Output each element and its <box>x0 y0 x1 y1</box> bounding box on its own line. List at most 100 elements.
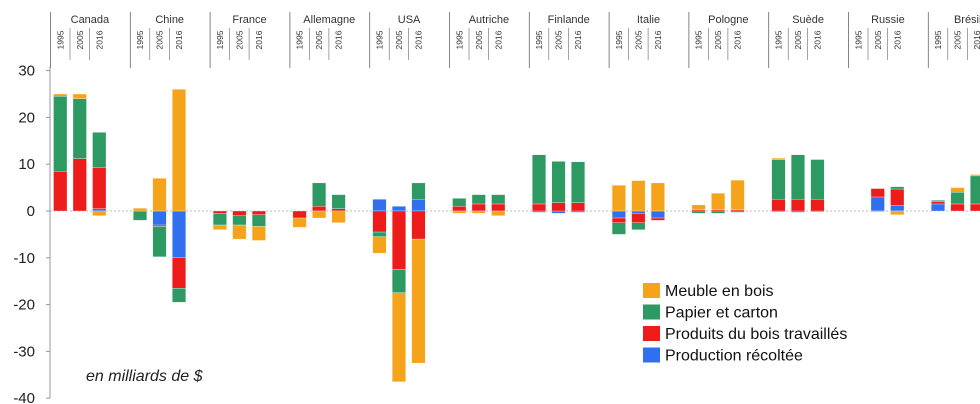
bar-segment-production <box>92 208 107 212</box>
year-label: 1995 <box>614 30 624 49</box>
legend-label: Meuble en bois <box>665 283 774 300</box>
bar-segment-meuble <box>611 185 626 212</box>
country-label: Allemagne <box>303 14 355 26</box>
bar-segment-produits <box>890 188 905 206</box>
year-label: 2005 <box>953 30 963 49</box>
bar-segment-produits <box>691 209 706 212</box>
y-axis: 30 20 10 0 -10 -20 -30 -40 <box>13 63 51 404</box>
year-label: 2016 <box>733 30 743 49</box>
country-label: Suède <box>792 14 824 26</box>
bar-segment-papier <box>571 161 585 203</box>
bar-segment-produits <box>331 208 346 212</box>
bar-segment-meuble <box>691 204 706 210</box>
y-tick-label: -30 <box>13 343 35 360</box>
bar-segment-papier <box>411 182 426 200</box>
bar-segment-papier <box>232 215 247 226</box>
year-label: 2016 <box>812 30 822 49</box>
year-label: 2016 <box>174 30 184 49</box>
bar-segment-meuble <box>890 210 905 215</box>
year-label: 2005 <box>793 30 803 49</box>
bar-segment-produits <box>571 202 585 212</box>
bar-segment-papier <box>331 194 346 209</box>
bar-segment-meuble <box>711 193 726 210</box>
bar-segment-papier <box>251 214 266 227</box>
legend-swatch-papier <box>643 304 660 320</box>
bar-segment-produits <box>392 210 406 270</box>
bar-segment-produits <box>650 217 665 221</box>
year-label: 1995 <box>215 30 225 49</box>
year-label: 2016 <box>972 30 980 49</box>
legend-label: Papier et carton <box>665 305 778 322</box>
bar-segment-papier <box>92 132 107 168</box>
year-label: 2016 <box>653 30 663 49</box>
bar-segment-meuble <box>292 217 307 228</box>
bar-segment-papier <box>532 154 546 205</box>
year-label: 1995 <box>853 30 863 49</box>
year-label: 2005 <box>633 30 643 49</box>
y-tick-label: 10 <box>18 156 35 173</box>
bar-segment-produits <box>870 188 885 198</box>
country-headers: Canada 1995 2005 2016 Chine 1995 2005 2016 Franc… <box>50 12 980 68</box>
bar-segment-produits <box>532 203 546 212</box>
bar-segment-papier <box>691 210 706 214</box>
country-label: Autriche <box>469 14 509 26</box>
y-tick-label: -40 <box>13 390 35 404</box>
y-tick-label: -20 <box>13 297 35 314</box>
bar-segment-produits <box>251 210 266 215</box>
bar-segment-produits <box>771 199 786 212</box>
bar-segment-papier <box>491 194 506 205</box>
year-label: 1995 <box>773 30 783 49</box>
year-label: 1995 <box>374 30 384 49</box>
bar-segment-production <box>172 210 186 258</box>
bar-segment-meuble <box>452 210 467 214</box>
bar-segment-produits <box>92 167 107 209</box>
bar-segment-papier <box>212 213 227 226</box>
bar-segment-meuble <box>312 210 327 219</box>
bar-segment-produits <box>730 209 745 212</box>
bar-segment-production <box>890 205 905 212</box>
bar-segment-production <box>571 210 585 213</box>
bar-segment-meuble <box>411 238 426 364</box>
bar-segment-produits <box>711 209 726 212</box>
bar-segment-papier <box>72 98 87 159</box>
bar-segment-papier <box>730 210 745 213</box>
bar-segment-papier <box>810 159 825 200</box>
bar-segment-papier <box>133 210 147 221</box>
bar-segment-produits <box>172 257 186 289</box>
bar-segment-papier <box>631 222 646 230</box>
bar-segment-papier <box>372 231 387 237</box>
bar-segment-meuble <box>631 180 646 212</box>
bar-segment-papier <box>152 226 167 258</box>
bar-segment-production <box>392 206 406 212</box>
bar-segment-produits <box>232 210 247 216</box>
bar-segment-papier <box>312 182 327 207</box>
year-label: 2016 <box>573 30 583 49</box>
country-label: France <box>232 14 266 26</box>
bar-segment-papier <box>452 198 467 207</box>
year-label: 2005 <box>474 30 484 49</box>
bar-segment-papier <box>471 194 486 205</box>
bar-segment-papier <box>392 269 406 294</box>
bar-segment-papier <box>970 175 980 205</box>
year-label: 2016 <box>334 30 344 49</box>
year-label: 2005 <box>713 30 723 49</box>
country-label: USA <box>398 14 421 26</box>
bar-segment-produits <box>152 224 167 227</box>
bar-segment-meuble <box>232 224 247 240</box>
bar-segment-production <box>870 196 885 212</box>
y-tick-label: -10 <box>13 250 35 267</box>
bar-segment-produits <box>471 203 486 212</box>
bar-segment-production <box>931 203 945 212</box>
bar-segment-production <box>411 199 426 212</box>
bar-segment-meuble <box>730 179 745 210</box>
bar-segment-production <box>631 210 646 214</box>
year-label: 1995 <box>135 30 145 49</box>
bar-segment-produits <box>72 158 87 212</box>
legend-swatch-production <box>643 347 660 363</box>
bar-segment-meuble <box>72 93 87 99</box>
bar-segment-produits <box>810 199 825 212</box>
country-label: Brésil <box>954 14 980 26</box>
country-label: Chine <box>155 14 184 26</box>
bar-segment-meuble <box>92 210 107 216</box>
